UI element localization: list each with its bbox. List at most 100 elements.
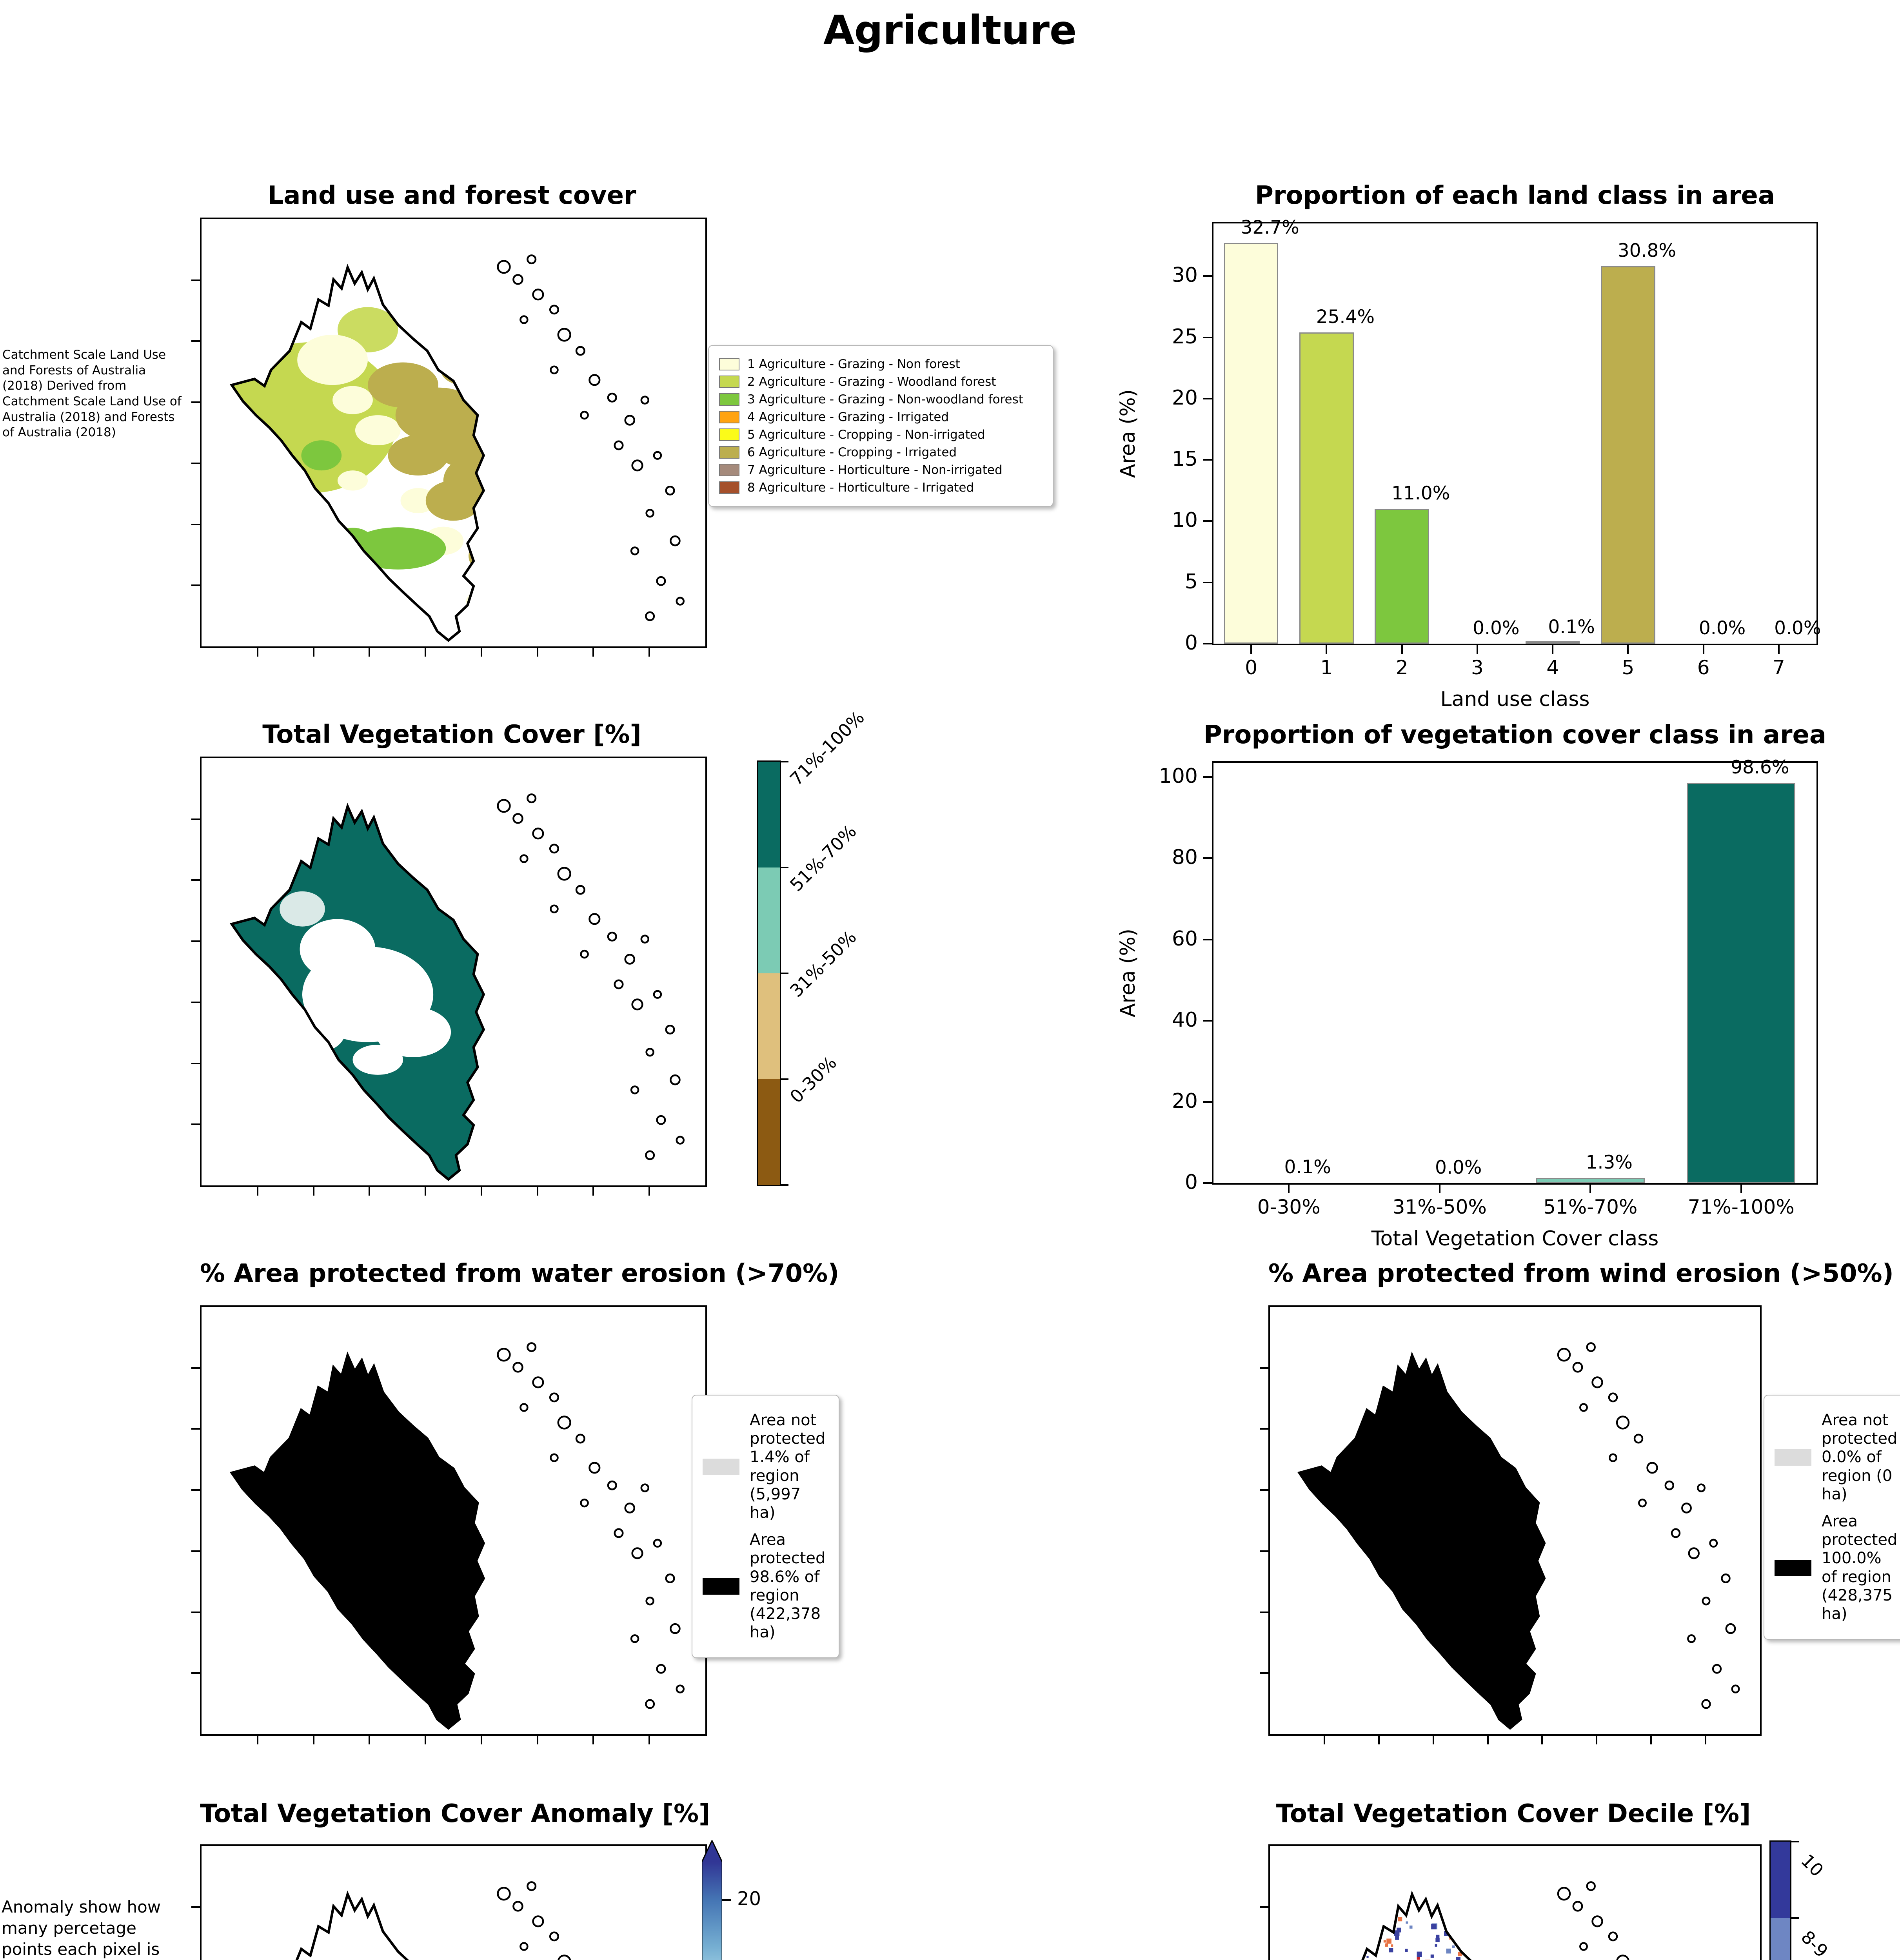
water-erosion-legend: Area not protected 1.4% of region (5,997…	[692, 1395, 839, 1659]
map-tick-left	[1260, 1550, 1268, 1552]
legend-label: 3 Agriculture - Grazing - Non-woodland f…	[747, 392, 1023, 407]
map-tick-left	[191, 940, 200, 942]
map-tick-left	[191, 462, 200, 464]
map-tick-left	[191, 818, 200, 820]
map-tick-left	[191, 1001, 200, 1003]
map-tick-left	[191, 1428, 200, 1430]
anomaly-map-canvas	[202, 1846, 705, 1960]
map-tick-bottom	[1487, 1736, 1489, 1744]
vegclass-chart-ylabel: Area (%)	[1116, 928, 1140, 1018]
legend-item: 8 Agriculture - Horticulture - Irrigated	[719, 481, 1043, 495]
bar-value-label: 1.3%	[1586, 1151, 1633, 1173]
colorbar-segment	[758, 867, 780, 973]
y-tick-label: 60	[1172, 927, 1198, 951]
map-tick-bottom	[312, 1736, 314, 1744]
anomaly-map-title: Total Vegetation Cover Anomaly [%]	[200, 1799, 710, 1828]
landclass-chart-ylabel: Area (%)	[1116, 389, 1140, 478]
x-tick	[1401, 645, 1403, 654]
map-tick-left	[191, 1062, 200, 1064]
legend-item: 3 Agriculture - Grazing - Non-woodland f…	[719, 392, 1043, 407]
legend-swatch	[719, 411, 739, 423]
map-tick-bottom	[369, 1187, 371, 1196]
bar-value-label: 0.0%	[1435, 1157, 1482, 1178]
vegclass-chart-title: Proportion of vegetation cover class in …	[1203, 720, 1827, 750]
legend-label: Area not protected 0.0% of region (0 ha)	[1822, 1411, 1898, 1503]
y-tick-label: 40	[1172, 1008, 1198, 1032]
anomaly-caption: Anomaly show how many percetage points e…	[2, 1897, 161, 1959]
bar	[1299, 332, 1354, 644]
wind-erosion-map	[1260, 1305, 1762, 1744]
map-tick-bottom	[648, 648, 650, 657]
map-tick-bottom	[592, 1187, 594, 1196]
bar	[1536, 1178, 1645, 1183]
legend-label: 8 Agriculture - Horticulture - Irrigated	[747, 481, 974, 495]
colorbar-segment	[758, 762, 780, 867]
y-tick-label: 0	[1184, 1171, 1198, 1194]
water-erosion-title: % Area protected from water erosion (>70…	[200, 1259, 839, 1288]
y-tick	[1203, 581, 1213, 583]
map-tick-bottom	[1541, 1736, 1543, 1744]
colorbar-tick	[1790, 1841, 1799, 1842]
map-tick-bottom	[369, 648, 371, 657]
legend-swatch	[719, 393, 739, 406]
water-erosion-map	[191, 1305, 707, 1744]
map-tick-left	[191, 401, 200, 403]
map-tick-bottom	[312, 648, 314, 657]
anomaly-colorbar-canvas	[701, 1839, 723, 1960]
colorbar-tick	[780, 867, 788, 868]
x-tick	[1476, 645, 1478, 654]
x-tick	[1627, 645, 1629, 654]
legend-swatch	[719, 481, 739, 494]
map-tick-left	[191, 1367, 200, 1369]
x-tick-label: 5	[1622, 656, 1635, 679]
colorbar-tick	[780, 1078, 788, 1080]
colorbar-segment	[1771, 1918, 1790, 1960]
map-tick-bottom	[648, 1736, 650, 1744]
x-tick-label: 3	[1471, 656, 1484, 679]
legend-item: Area not protected 1.4% of region (5,997…	[703, 1411, 828, 1522]
bar-value-label: 0.1%	[1548, 616, 1595, 638]
legend-item: Area not protected 0.0% of region (0 ha)	[1775, 1411, 1898, 1504]
legend-label: Area protected 100.0% of region (428,375…	[1822, 1512, 1898, 1623]
anomaly-map	[191, 1844, 707, 1960]
x-tick	[1702, 645, 1704, 654]
legend-item: 6 Agriculture - Cropping - Irrigated	[719, 445, 1043, 459]
y-tick	[1203, 459, 1213, 461]
landuse-map-canvas	[202, 219, 705, 646]
y-tick-label: 80	[1172, 846, 1198, 869]
wind-erosion-map-canvas	[1270, 1307, 1760, 1734]
map-tick-bottom	[592, 648, 594, 657]
x-tick-label: 1	[1320, 656, 1333, 679]
map-tick-left	[1260, 1489, 1268, 1491]
legend-swatch	[719, 358, 739, 370]
bar-value-label: 0.0%	[1698, 617, 1746, 639]
y-tick-label: 10	[1172, 508, 1198, 532]
map-tick-left	[191, 1489, 200, 1491]
legend-label: 4 Agriculture - Grazing - Irrigated	[747, 410, 949, 424]
x-tick	[1326, 645, 1328, 654]
map-tick-bottom	[1432, 1736, 1434, 1744]
legend-label: Area protected 98.6% of region (422,378 …	[750, 1531, 826, 1642]
map-tick-left	[191, 584, 200, 586]
y-tick-label: 20	[1172, 1089, 1198, 1113]
decile-map-title: Total Vegetation Cover Decile [%]	[1276, 1799, 1751, 1828]
legend-item: Area protected 98.6% of region (422,378 …	[703, 1531, 828, 1642]
map-tick-bottom	[536, 1736, 538, 1744]
x-tick	[1288, 1185, 1290, 1193]
bar	[1525, 641, 1580, 644]
wind-erosion-legend: Area not protected 0.0% of region (0 ha)…	[1764, 1395, 1900, 1640]
y-tick	[1203, 643, 1213, 644]
landuse-legend: 1 Agriculture - Grazing - Non forest 2 Ag…	[708, 345, 1054, 507]
y-tick	[1203, 1020, 1213, 1022]
legend-item: 7 Agriculture - Horticulture - Non-irrig…	[719, 463, 1043, 477]
map-tick-bottom	[1596, 1736, 1598, 1744]
colorbar-tick	[780, 973, 788, 974]
water-erosion-map-canvas	[202, 1307, 705, 1734]
x-tick-label: 71%-100%	[1687, 1196, 1795, 1218]
map-tick-left	[191, 1550, 200, 1552]
map-tick-left	[191, 1611, 200, 1613]
legend-label: 6 Agriculture - Cropping - Irrigated	[747, 445, 957, 459]
legend-swatch	[1775, 1449, 1811, 1466]
map-tick-left	[191, 279, 200, 281]
x-tick-label: 7	[1772, 656, 1785, 679]
